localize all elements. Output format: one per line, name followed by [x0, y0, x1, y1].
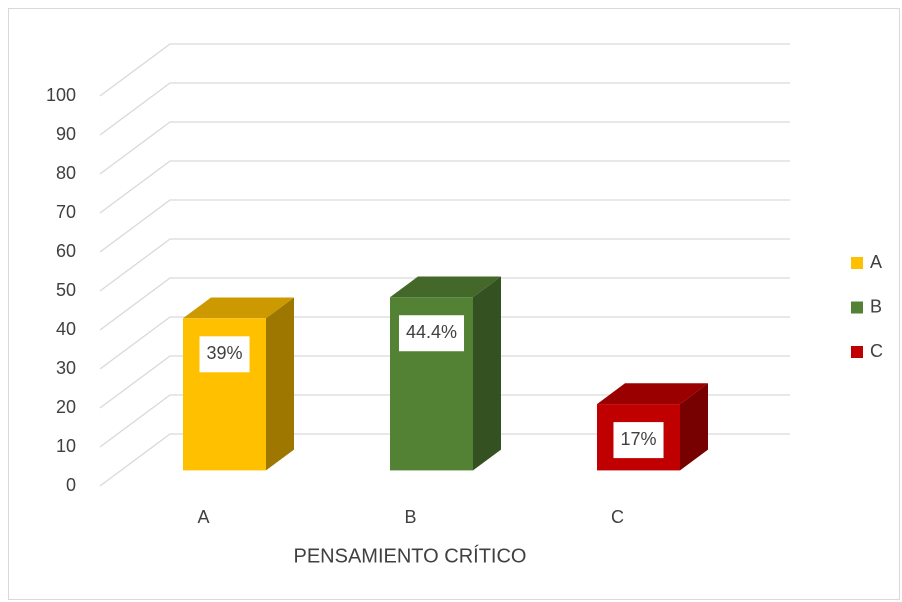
- grid-line: [99, 160, 790, 214]
- y-tick-label: 70: [56, 202, 76, 222]
- legend-label: B: [870, 296, 882, 316]
- data-label-box: [613, 422, 664, 459]
- data-label-box: [398, 315, 465, 352]
- x-tick-label: B: [404, 507, 416, 527]
- grid-line: [99, 199, 790, 253]
- bar-side: [473, 276, 501, 471]
- y-tick-label: 0: [66, 475, 76, 495]
- y-tick-label: 40: [56, 319, 76, 339]
- x-tick-label: C: [611, 507, 624, 527]
- bar-top: [183, 297, 294, 319]
- data-label: 44.4%: [406, 322, 457, 342]
- data-label: 39%: [206, 343, 242, 363]
- x-axis-title: PENSAMIENTO CRÍTICO: [294, 544, 527, 567]
- bar-top: [390, 276, 501, 298]
- y-tick-label: 10: [56, 436, 76, 456]
- bar-side: [266, 297, 294, 471]
- data-label-box: [199, 336, 250, 373]
- grid-line: [99, 394, 790, 448]
- grid-line: [99, 355, 790, 409]
- y-tick-label: 60: [56, 241, 76, 261]
- bar-top: [597, 383, 708, 405]
- y-tick-label: 80: [56, 163, 76, 183]
- y-tick-label: 100: [46, 85, 76, 105]
- grid-line: [99, 433, 790, 487]
- y-tick-label: 30: [56, 358, 76, 378]
- legend-label: A: [870, 252, 882, 272]
- legend-swatch: [851, 257, 863, 269]
- legend-swatch: [851, 301, 863, 314]
- y-tick-label: 90: [56, 124, 76, 144]
- grid-line: [99, 277, 790, 331]
- grid-line: [99, 43, 790, 97]
- bar-side: [680, 383, 708, 471]
- data-label: 17%: [620, 429, 656, 449]
- x-tick-label: A: [197, 507, 209, 527]
- grid-line: [99, 238, 790, 292]
- y-tick-label: 20: [56, 397, 76, 417]
- grid-line: [99, 316, 790, 370]
- legend-swatch: [851, 346, 863, 358]
- legend-label: C: [870, 341, 883, 361]
- grid-line: [99, 121, 790, 175]
- grid-line: [99, 82, 790, 136]
- y-tick-label: 50: [56, 280, 76, 300]
